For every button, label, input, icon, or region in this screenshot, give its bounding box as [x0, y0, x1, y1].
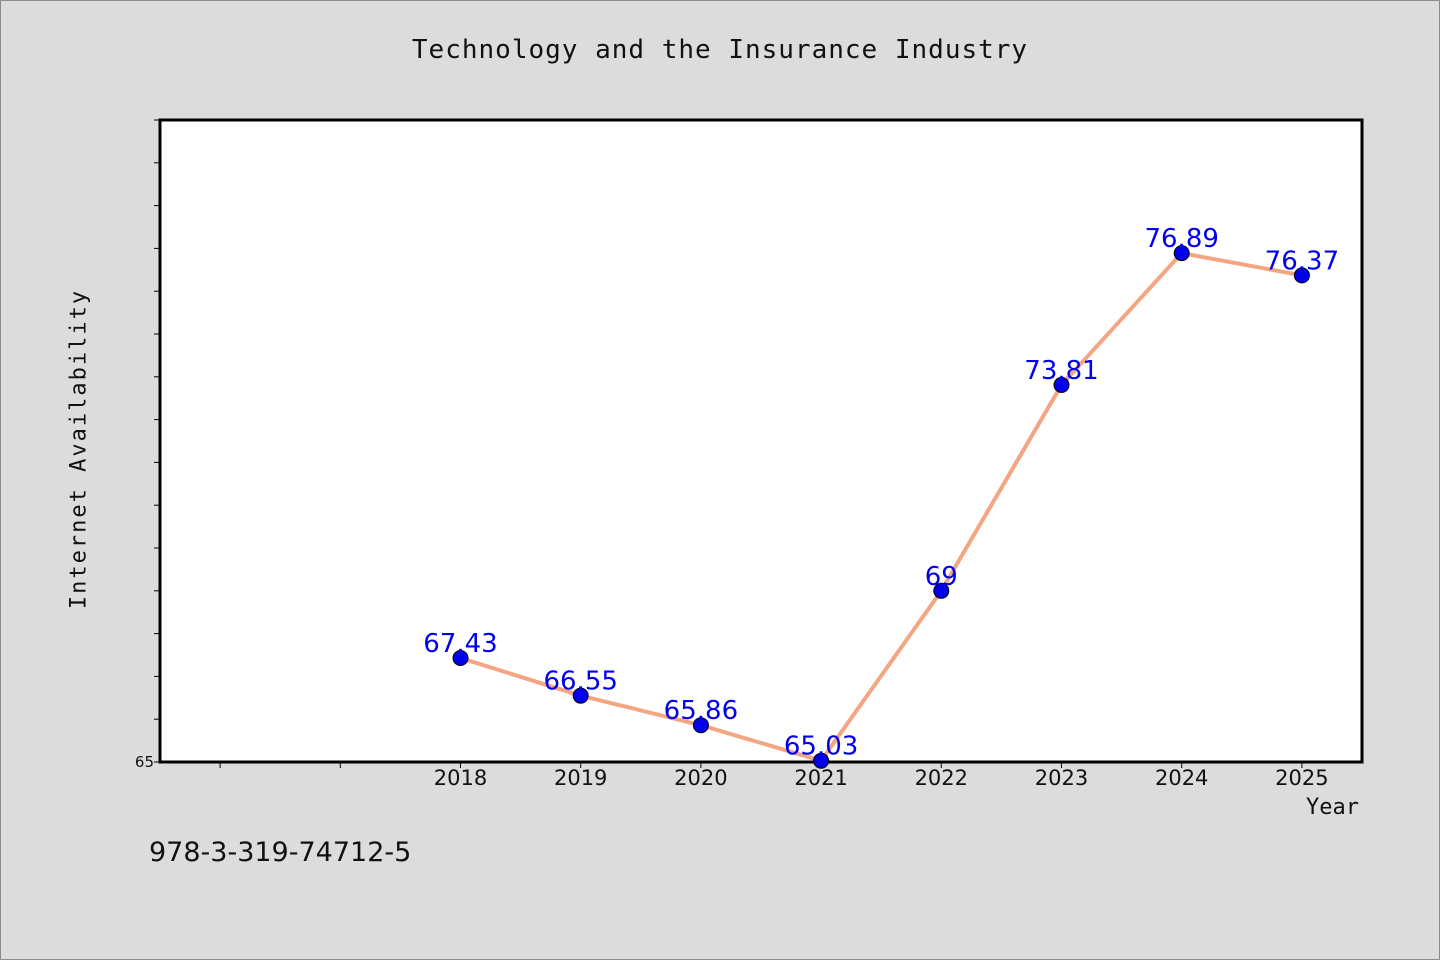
x-tick-label: 2025	[1275, 766, 1328, 790]
data-label: 73.81	[1024, 356, 1098, 386]
data-point	[933, 582, 950, 599]
x-tick-label: 2023	[1035, 766, 1088, 790]
data-label: 65.03	[784, 732, 858, 762]
data-label: 67.43	[423, 629, 497, 659]
data-point	[692, 717, 709, 734]
series-layer	[452, 245, 1310, 769]
data-label: 66.55	[543, 667, 617, 697]
y-tick-label: 65	[135, 753, 154, 771]
data-label: 76.37	[1265, 246, 1339, 276]
data-point	[1173, 245, 1190, 262]
data-label: 65.86	[664, 696, 738, 726]
x-tick-label: 2020	[674, 766, 727, 790]
data-point	[1293, 267, 1310, 284]
y-axis-ticks: 65	[135, 119, 160, 771]
x-tick-label: 2018	[434, 766, 487, 790]
chart-title: Technology and the Insurance Industry	[411, 35, 1029, 65]
data-point	[813, 752, 830, 769]
footer-code: 978-3-319-74712-5	[149, 837, 412, 868]
x-tick-label: 2021	[794, 766, 847, 790]
x-axis-ticks: 2018 2019 2020 2021 2022 2023 2024 2025	[219, 762, 1329, 790]
data-label: 69	[925, 562, 958, 592]
x-tick-label: 2019	[554, 766, 607, 790]
data-point	[452, 649, 469, 666]
x-tick-label: 2024	[1155, 766, 1208, 790]
series-line	[459, 251, 1303, 763]
x-axis-label: Year	[1306, 795, 1359, 820]
data-point	[572, 687, 589, 704]
x-tick-label: 2022	[915, 766, 968, 790]
data-label: 76.89	[1144, 224, 1218, 254]
plot-area	[158, 118, 1364, 764]
data-labels-layer: 67.43 66.55 65.86 65.03 69 73.81 76.89 76.37	[423, 224, 1339, 762]
data-point	[1053, 376, 1070, 393]
